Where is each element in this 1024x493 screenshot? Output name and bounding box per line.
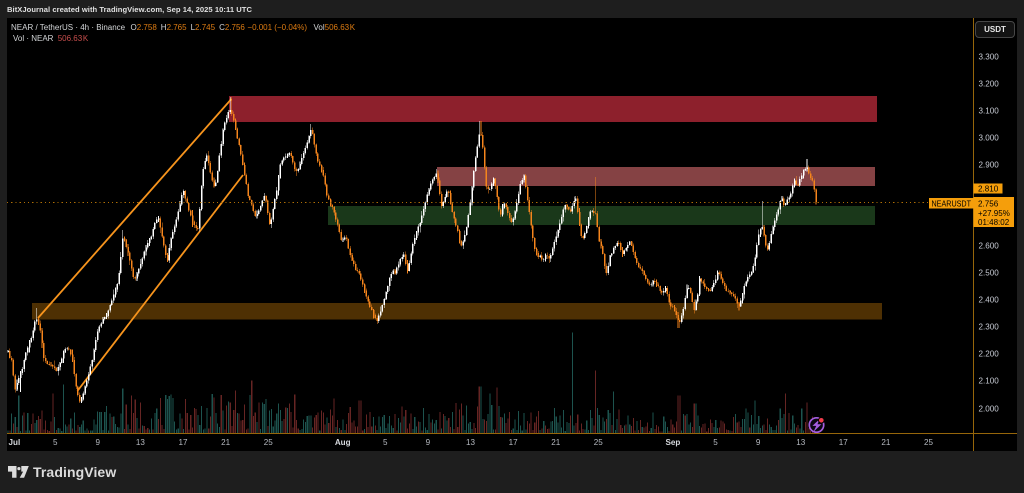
- svg-text:17: 17: [839, 438, 849, 447]
- svg-text:25: 25: [594, 438, 604, 447]
- svg-text:2.400: 2.400: [979, 296, 1000, 305]
- svg-text:3.300: 3.300: [979, 53, 1000, 62]
- svg-text:2.600: 2.600: [979, 242, 1000, 251]
- svg-text:21: 21: [221, 438, 231, 447]
- svg-text:13: 13: [466, 438, 476, 447]
- svg-text:3.100: 3.100: [979, 107, 1000, 116]
- svg-text:+27.95%: +27.95%: [978, 209, 1010, 218]
- svg-text:17: 17: [509, 438, 519, 447]
- svg-text:01:48:02: 01:48:02: [978, 218, 1010, 227]
- svg-text:3.000: 3.000: [979, 134, 1000, 143]
- svg-text:2.300: 2.300: [979, 323, 1000, 332]
- svg-text:2.000: 2.000: [979, 405, 1000, 414]
- svg-text:9: 9: [96, 438, 101, 447]
- svg-text:2.756: 2.756: [978, 199, 999, 208]
- svg-text:17: 17: [178, 438, 188, 447]
- svg-text:21: 21: [881, 438, 891, 447]
- svg-text:9: 9: [426, 438, 431, 447]
- svg-text:25: 25: [264, 438, 274, 447]
- svg-text:5: 5: [383, 438, 388, 447]
- svg-text:Jul: Jul: [9, 438, 21, 447]
- svg-text:5: 5: [713, 438, 718, 447]
- svg-text:21: 21: [551, 438, 561, 447]
- svg-text:2.200: 2.200: [979, 350, 1000, 359]
- svg-text:2.810: 2.810: [978, 184, 999, 193]
- svg-text:25: 25: [924, 438, 934, 447]
- svg-text:13: 13: [136, 438, 146, 447]
- svg-text:Sep: Sep: [665, 438, 680, 447]
- svg-text:13: 13: [796, 438, 806, 447]
- svg-text:2.100: 2.100: [979, 377, 1000, 386]
- svg-text:9: 9: [756, 438, 761, 447]
- svg-text:NEARUSDT: NEARUSDT: [932, 199, 972, 208]
- svg-text:3.200: 3.200: [979, 80, 1000, 89]
- svg-text:5: 5: [53, 438, 58, 447]
- svg-text:2.500: 2.500: [979, 269, 1000, 278]
- svg-text:Aug: Aug: [335, 438, 351, 447]
- svg-text:2.900: 2.900: [979, 161, 1000, 170]
